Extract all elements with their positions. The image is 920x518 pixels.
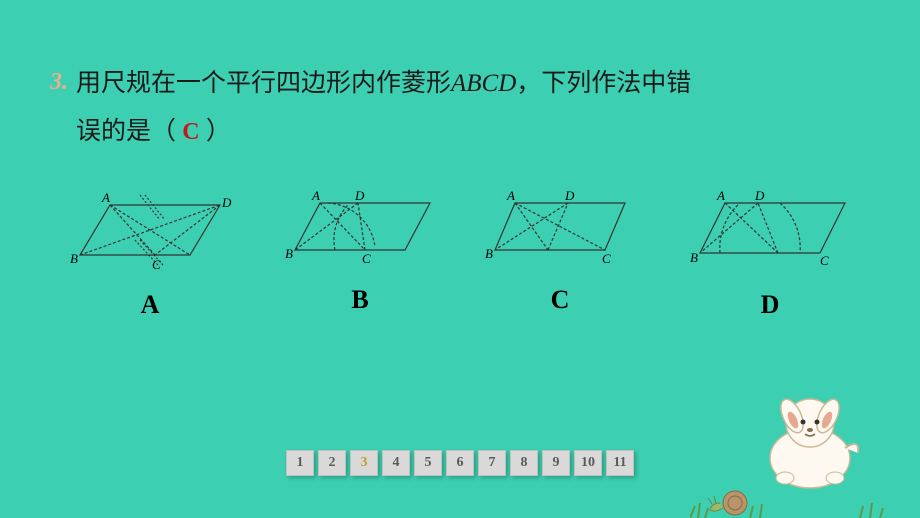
pager-btn-8[interactable]: 8 bbox=[510, 450, 538, 476]
vertex-a: A bbox=[101, 190, 110, 205]
vertex-b: B bbox=[690, 250, 698, 265]
question-text: 用尺规在一个平行四边形内作菱形ABCD，下列作法中错 误的是（ C ） bbox=[76, 60, 691, 155]
vertex-a: A bbox=[716, 188, 725, 203]
diagram-a: A D B C A bbox=[60, 185, 240, 320]
pager-btn-6[interactable]: 6 bbox=[446, 450, 474, 476]
vertex-c: C bbox=[602, 251, 611, 266]
label-d: D bbox=[761, 290, 780, 320]
question-number: 3. bbox=[50, 60, 68, 106]
label-b: B bbox=[351, 285, 368, 315]
cartoon-decoration bbox=[690, 368, 890, 518]
q-line1-pre: 用尺规在一个平行四边形内作菱形 bbox=[76, 70, 451, 97]
diagram-d: A D B C D bbox=[680, 185, 860, 320]
vertex-d: D bbox=[221, 195, 232, 210]
vertex-c: C bbox=[362, 251, 371, 266]
label-c: C bbox=[551, 285, 570, 315]
vertex-b: B bbox=[485, 246, 493, 261]
vertex-c: C bbox=[152, 257, 161, 272]
diagram-c: A D B C C bbox=[480, 185, 640, 320]
vertex-b: B bbox=[70, 251, 78, 266]
pager-btn-7[interactable]: 7 bbox=[478, 450, 506, 476]
q-line1-italic: ABCD bbox=[451, 70, 516, 97]
pager-btn-10[interactable]: 10 bbox=[574, 450, 602, 476]
pager-btn-4[interactable]: 4 bbox=[382, 450, 410, 476]
vertex-a: A bbox=[506, 188, 515, 203]
diagram-row: A D B C A A D B C bbox=[50, 185, 870, 320]
vertex-c: C bbox=[820, 253, 829, 268]
answer-letter: C bbox=[182, 119, 199, 145]
q-line2-pre: 误的是（ bbox=[76, 118, 182, 145]
pager-btn-11[interactable]: 11 bbox=[606, 450, 634, 476]
vertex-d: D bbox=[754, 188, 765, 203]
question-block: 3. 用尺规在一个平行四边形内作菱形ABCD，下列作法中错 误的是（ C ） bbox=[50, 60, 870, 155]
pager: 1234567891011 bbox=[286, 450, 634, 476]
q-line1-post: ，下列作法中错 bbox=[516, 70, 691, 97]
vertex-d: D bbox=[564, 188, 575, 203]
pager-btn-3[interactable]: 3 bbox=[350, 450, 378, 476]
diagram-b: A D B C B bbox=[280, 185, 440, 320]
q-line2-post: ） bbox=[200, 118, 231, 145]
vertex-d: D bbox=[354, 188, 365, 203]
pager-btn-1[interactable]: 1 bbox=[286, 450, 314, 476]
pager-btn-2[interactable]: 2 bbox=[318, 450, 346, 476]
label-a: A bbox=[141, 290, 160, 320]
pager-btn-9[interactable]: 9 bbox=[542, 450, 570, 476]
pager-btn-5[interactable]: 5 bbox=[414, 450, 442, 476]
vertex-b: B bbox=[285, 246, 293, 261]
vertex-a: A bbox=[311, 188, 320, 203]
